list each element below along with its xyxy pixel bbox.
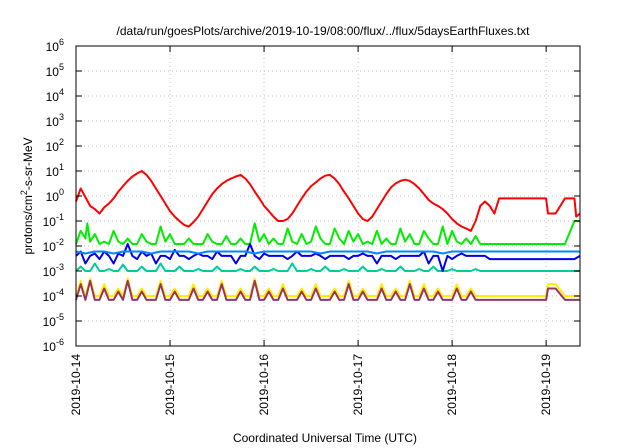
x-tick-label: 2019-10-14 [69, 354, 83, 416]
y-tick-label: 10-5 [43, 312, 64, 329]
y-tick-base: 10 [46, 115, 60, 129]
y-label-rest: -s-sr-MeV [21, 137, 35, 190]
y-tick-label: 10-3 [43, 262, 64, 279]
series-line [75, 170, 581, 232]
y-label-sup: 2 [19, 190, 29, 195]
y-tick-label: 10-6 [43, 337, 64, 354]
series-line [75, 279, 580, 301]
y-tick-base: 10 [46, 65, 60, 79]
y-tick-label: 10-2 [43, 237, 64, 254]
y-tick-exponent: -3 [56, 262, 64, 272]
y-tick-exponent: 3 [59, 112, 64, 122]
y-tick-label: 10-4 [43, 287, 64, 304]
x-tick-label: 2019-10-19 [539, 354, 553, 416]
y-tick-base: 10 [43, 240, 57, 254]
series-line [75, 243, 581, 272]
y-tick-base: 10 [46, 90, 60, 104]
y-tick-exponent: -2 [56, 237, 64, 247]
y-tick-exponent: 5 [59, 62, 64, 72]
grid-lines [76, 46, 580, 346]
y-tick-exponent: 1 [59, 162, 64, 172]
y-tick-label: 104 [46, 87, 64, 104]
y-tick-exponent: 2 [59, 137, 64, 147]
y-tick-exponent: 6 [59, 37, 64, 47]
x-axis-label: Coordinated Universal Time (UTC) [233, 431, 417, 445]
y-tick-base: 10 [43, 215, 57, 229]
y-tick-exponent: -6 [56, 337, 64, 347]
y-tick-base: 10 [43, 340, 57, 354]
y-tick-exponent: 0 [59, 187, 64, 197]
y-axis-label: protons/cm2-s-sr-MeV [19, 137, 35, 254]
y-tick-label: 105 [46, 62, 64, 79]
y-tick-label: 101 [46, 162, 64, 179]
series-line [75, 277, 580, 297]
x-tick-label: 2019-10-15 [163, 354, 177, 416]
series-group [75, 170, 581, 301]
y-tick-label: 10-1 [43, 212, 64, 229]
y-tick-base: 10 [46, 140, 60, 154]
y-tick-base: 10 [43, 315, 57, 329]
y-tick-exponent: -1 [56, 212, 64, 222]
x-axis-ticks: 2019-10-14 2019-10-15 2019-10-16 2019-10-17… [69, 46, 553, 415]
y-tick-exponent: -5 [56, 312, 64, 322]
y-tick-base: 10 [43, 265, 57, 279]
y-tick-base: 10 [46, 165, 60, 179]
y-tick-exponent: -4 [56, 287, 64, 297]
x-tick-label: 2019-10-18 [445, 354, 459, 416]
y-label-main: protons/cm [21, 195, 35, 254]
x-tick-label: 2019-10-17 [351, 354, 365, 416]
y-tick-base: 10 [43, 290, 57, 304]
y-axis-ticks: 10-610-510-410-310-210-11001011021031041… [43, 37, 580, 354]
series-line [75, 250, 580, 255]
y-tick-label: 102 [46, 137, 64, 154]
series-line [75, 262, 580, 272]
y-tick-base: 10 [46, 190, 60, 204]
y-tick-exponent: 4 [59, 87, 64, 97]
chart-title: /data/run/goesPlots/archive/2019-10-19/0… [117, 24, 531, 38]
y-tick-label: 103 [46, 112, 64, 129]
y-tick-label: 106 [46, 37, 64, 54]
y-tick-label: 100 [46, 187, 64, 204]
x-tick-label: 2019-10-16 [257, 354, 271, 416]
series-line [75, 220, 580, 245]
y-tick-base: 10 [46, 40, 60, 54]
